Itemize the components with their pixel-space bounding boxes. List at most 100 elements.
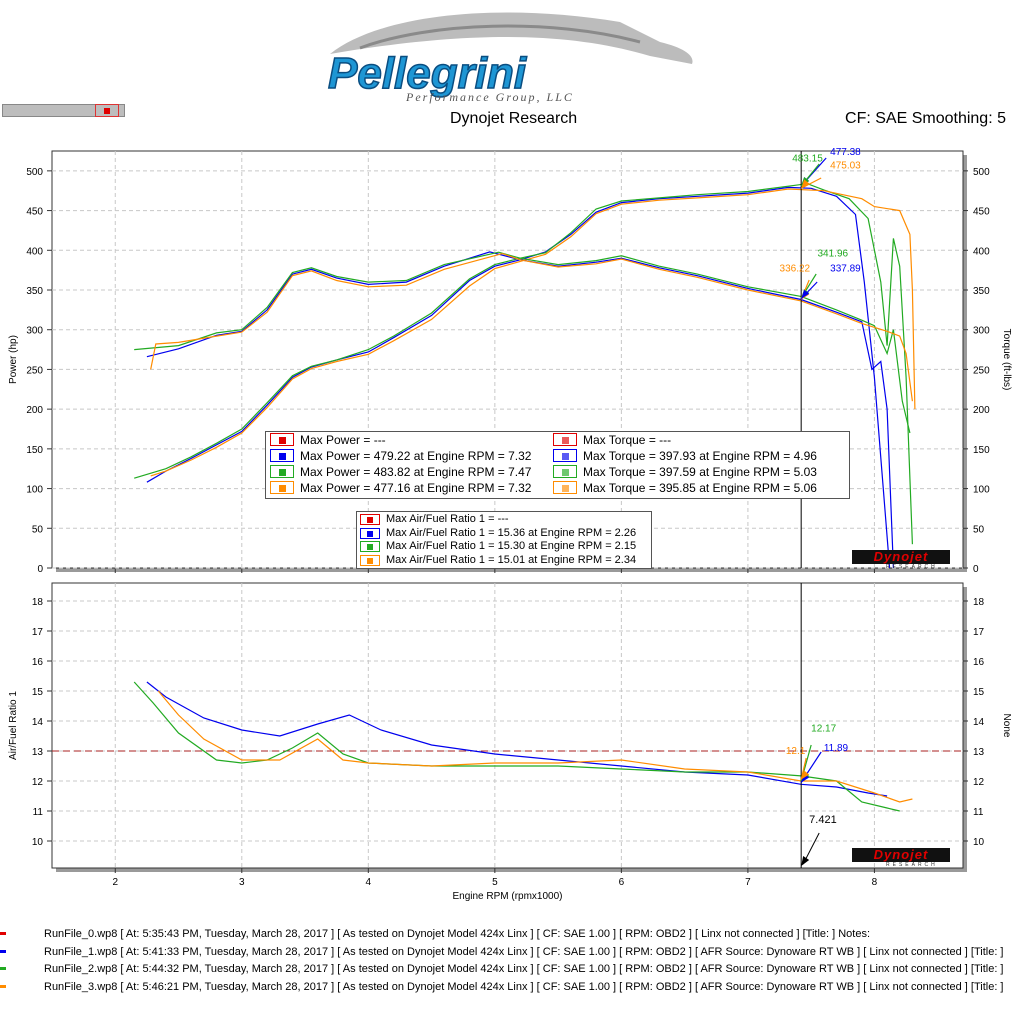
afr-ytick-label: 12: [32, 777, 44, 788]
afr-xlabel: Engine RPM (rpmx1000): [452, 891, 562, 902]
power-ytick-label: 0: [37, 564, 43, 575]
legend-swatch: [553, 433, 577, 446]
power-ylabel: Power (hp): [8, 335, 19, 384]
afr-y2tick-label: 13: [973, 747, 985, 758]
run-file-entry: RunFile_2.wp8 [ At: 5:44:32 PM, Tuesday,…: [0, 961, 1004, 978]
afr-y2label: None: [1001, 714, 1012, 738]
legend-swatch: [270, 449, 294, 462]
afr-ytick-label: 16: [32, 657, 44, 668]
power-y2tick-label: 250: [973, 365, 990, 376]
afr-ytick-label: 15: [32, 687, 44, 698]
afr-run1-line: [146, 681, 888, 797]
pellegrini-logo: Pellegrini Performance Group, LLC: [327, 12, 693, 104]
legend-swatch: [360, 527, 380, 539]
power-ytick-label: 300: [26, 326, 43, 337]
power-y2tick-label: 450: [973, 207, 990, 218]
power-y2tick-label: 300: [973, 326, 990, 337]
afr-legend: Max Air/Fuel Ratio 1 = --- Max Air/Fuel R…: [356, 511, 652, 569]
power-peak-label: 475.03: [830, 160, 861, 171]
legend-swatch: [553, 465, 577, 478]
legend-swatch: [270, 465, 294, 478]
afr-y2tick-label: 17: [973, 627, 985, 638]
power-y2tick-label: 150: [973, 445, 990, 456]
power-peak-label: 336.22: [780, 264, 811, 275]
run-file-entry: RunFile_0.wp8 [ At: 5:35:43 PM, Tuesday,…: [0, 926, 871, 943]
afr-xtick-label: 5: [492, 877, 498, 888]
afr-xtick-label: 8: [872, 877, 878, 888]
power-ytick-label: 150: [26, 445, 43, 456]
svg-text:Performance Group, LLC: Performance Group, LLC: [405, 90, 574, 104]
power-ytick-label: 350: [26, 286, 43, 297]
power-ytick-label: 50: [32, 524, 44, 535]
afr-peak-label: 12.1: [786, 746, 806, 757]
power-torque-legend: Max Power = --- Max Power = 479.22 at Eng…: [265, 431, 850, 499]
power-y2tick-label: 350: [973, 286, 990, 297]
run-scroll-bar[interactable]: [2, 104, 125, 117]
legend-text: Max Power = 483.82 at Engine RPM = 7.47: [300, 465, 532, 479]
run-file-text: RunFile_3.wp8 [ At: 5:46:21 PM, Tuesday,…: [44, 980, 1004, 993]
afr-run3-line: [157, 690, 913, 803]
afr-xtick-label: 4: [366, 877, 372, 888]
power-ytick-label: 450: [26, 207, 43, 218]
legend-swatch: [270, 433, 294, 446]
afr-peak-label: 12.17: [811, 724, 836, 735]
power-ytick-label: 250: [26, 365, 43, 376]
graph-title: Dynojet Research: [450, 110, 578, 127]
peak-arrowhead: [801, 179, 810, 189]
run-color-marker: [0, 932, 6, 935]
afr-y2tick-label: 11: [973, 807, 984, 818]
legend-text: Max Torque = 397.59 at Engine RPM = 5.03: [583, 465, 817, 479]
afr-cursor-arrowhead: [801, 856, 810, 866]
peak-arrow: [800, 177, 822, 189]
legend-text: Max Power = 479.22 at Engine RPM = 7.32: [300, 449, 532, 463]
power-plot-area: [51, 150, 964, 569]
run-file-entry: RunFile_3.wp8 [ At: 5:46:21 PM, Tuesday,…: [0, 979, 1004, 996]
power-y2tick-label: 500: [973, 167, 990, 178]
power-torque-run2-line: [134, 251, 911, 434]
power-y2tick-label: 0: [973, 564, 979, 575]
legend-swatch: [553, 481, 577, 494]
afr-xtick-label: 2: [112, 877, 118, 888]
power-power-run2-line: [134, 183, 913, 545]
afr-peak-label: 11.89: [824, 743, 849, 754]
run-file-entry: RunFile_1.wp8 [ At: 5:41:33 PM, Tuesday,…: [0, 944, 1004, 961]
legend-text: Max Torque = 395.85 at Engine RPM = 5.06: [583, 481, 817, 495]
power-ytick-label: 400: [26, 246, 43, 257]
afr-peak-arrowhead: [801, 770, 810, 780]
afr-xtick-label: 7: [745, 877, 751, 888]
run-scroll-marker[interactable]: [95, 104, 119, 117]
power-torque-run3-line: [150, 252, 913, 402]
afr-cursor-label: 7.421: [809, 814, 837, 826]
power-y2tick-label: 100: [973, 485, 990, 496]
run-color-marker: [0, 967, 6, 970]
power-ytick-label: 100: [26, 485, 43, 496]
run-file-text: RunFile_0.wp8 [ At: 5:35:43 PM, Tuesday,…: [44, 928, 871, 940]
peak-arrowhead: [801, 289, 810, 299]
afr-y2tick-label: 10: [973, 837, 985, 848]
power-y2tick-label: 400: [973, 246, 990, 257]
run-file-text: RunFile_2.wp8 [ At: 5:44:32 PM, Tuesday,…: [44, 963, 1004, 975]
power-ytick-label: 200: [26, 405, 43, 416]
power-peak-label: 341.96: [817, 249, 848, 260]
run-color-marker: [0, 949, 6, 953]
legend-swatch: [360, 554, 380, 566]
correction-info: CF: SAE Smoothing: 5: [845, 110, 1006, 127]
power-peak-label: 477.38: [830, 147, 861, 158]
power-y2tick-label: 200: [973, 405, 990, 416]
afr-y2tick-label: 12: [973, 777, 985, 788]
power-peak-label: 483.15: [792, 153, 823, 164]
afr-ylabel: Air/Fuel Ratio 1: [8, 691, 19, 760]
power-ytick-label: 500: [26, 167, 43, 178]
afr-ytick-label: 11: [33, 807, 44, 818]
legend-text: Max Torque = ---: [583, 433, 672, 447]
legend-text: Max Air/Fuel Ratio 1 = 15.30 at Engine R…: [386, 540, 637, 552]
legend-text: Max Torque = 397.93 at Engine RPM = 4.96: [583, 449, 817, 463]
run-color-marker: [0, 984, 6, 988]
dynojet-watermark-bottom: Dynojet RESEARCH: [852, 848, 952, 870]
afr-y2tick-label: 18: [973, 597, 985, 608]
legend-text: Max Air/Fuel Ratio 1 = 15.36 at Engine R…: [386, 526, 637, 539]
power-y2tick-label: 50: [973, 524, 985, 535]
afr-y2tick-label: 16: [973, 657, 985, 668]
afr-y2tick-label: 14: [973, 717, 985, 728]
svg-text:Pellegrini: Pellegrini: [328, 49, 527, 98]
